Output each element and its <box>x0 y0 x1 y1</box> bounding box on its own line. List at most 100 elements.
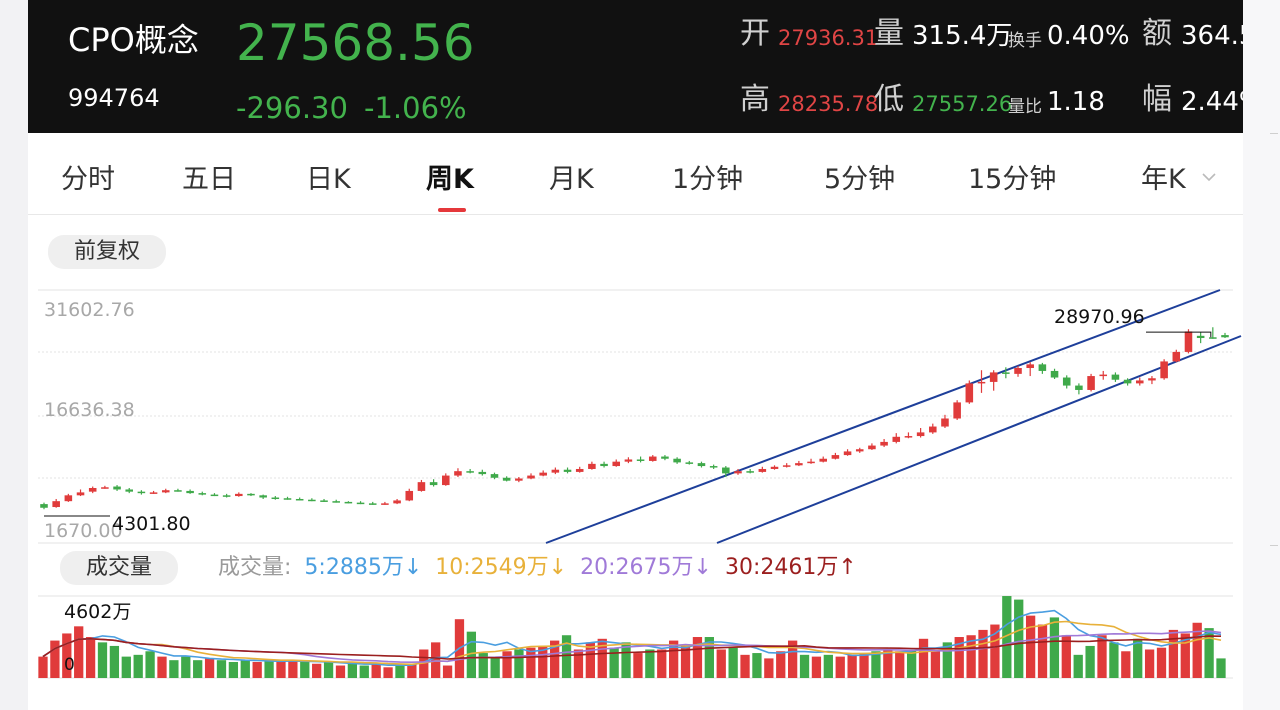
volume-bar <box>597 638 607 678</box>
volume-bar <box>204 658 215 678</box>
volume-bar <box>1204 628 1214 678</box>
tab-daily-k[interactable]: 日K <box>306 164 351 195</box>
right-gutter <box>1243 0 1280 710</box>
candle-body <box>161 490 170 493</box>
candle-body <box>1111 374 1120 380</box>
volume-bar <box>335 665 346 678</box>
volume-bar <box>811 656 822 678</box>
tab-1-minute[interactable]: 1分钟 <box>672 164 744 195</box>
candle-body <box>916 432 925 437</box>
candle-body <box>235 493 243 497</box>
candle-body <box>478 471 487 475</box>
candle-body <box>381 503 389 505</box>
min-price-label: 4301.80 <box>112 513 191 535</box>
volume-legend: 成交量: 5:2885万↓ 10:2549万↓ 20:2675万↓ 30:246… <box>218 557 863 579</box>
max-marker-line <box>1146 331 1212 338</box>
volume-bar <box>1180 633 1190 678</box>
candle-body <box>466 471 474 473</box>
turnover-value: 0.40% <box>1047 21 1130 51</box>
volume-bar <box>871 651 881 678</box>
tab-15-minute[interactable]: 15分钟 <box>968 164 1057 195</box>
candle-body <box>929 426 937 433</box>
high-label: 高 <box>740 82 770 117</box>
candle-body <box>843 451 852 456</box>
candle-body <box>697 463 706 467</box>
tab-weekly-k[interactable]: 周K <box>426 164 474 195</box>
candle-body <box>283 498 292 500</box>
volume-bar <box>942 642 952 678</box>
y-axis-label: 1670.00 <box>44 520 123 542</box>
candle-body <box>490 474 499 478</box>
candle-body <box>1062 377 1071 386</box>
candle-body <box>758 468 767 472</box>
y-axis-label: 16636.38 <box>44 399 135 421</box>
index-code: 994764 <box>68 84 160 112</box>
volume-legend-title: 成交量: <box>218 555 292 580</box>
candle-body <box>770 466 779 469</box>
volume-bar <box>193 660 203 678</box>
tab-intraday[interactable]: 分时 <box>61 164 115 195</box>
volume-bar <box>240 660 250 678</box>
candle-body <box>831 455 840 459</box>
index-name: CPO概念 <box>68 21 199 59</box>
candle-body <box>685 462 694 464</box>
volume-bar <box>359 665 369 678</box>
volume-bar <box>657 649 667 678</box>
candle-body <box>1087 376 1095 390</box>
candle-body <box>551 469 560 473</box>
volume-bar <box>383 667 393 678</box>
volume-bar <box>1073 654 1083 678</box>
candle-body <box>368 503 377 505</box>
volume-bar <box>526 647 536 678</box>
volume-bar <box>1061 635 1071 678</box>
volume-indicator-button[interactable]: 成交量 <box>60 551 178 585</box>
candle-body <box>539 472 547 476</box>
candle-body <box>965 383 974 403</box>
adjust-mode-button[interactable]: 前复权 <box>48 235 166 269</box>
candle-body <box>125 489 134 492</box>
volume-bar <box>407 663 417 678</box>
volume-bar <box>1168 629 1179 678</box>
volume-bar <box>490 656 500 678</box>
candle-body <box>429 482 438 486</box>
volume-bar <box>157 656 167 678</box>
candle-body <box>295 498 304 501</box>
volume-bar <box>573 649 584 678</box>
tab-yearly-k[interactable]: 年K <box>1141 164 1186 195</box>
candle-body <box>1196 335 1205 339</box>
tab-5-minute[interactable]: 5分钟 <box>824 164 896 195</box>
trend-channel-upper <box>545 289 1221 544</box>
volume-bar <box>478 653 488 678</box>
volume-chart: 4602万 0 <box>38 595 1233 679</box>
candle-body <box>88 488 97 492</box>
low-label: 低 <box>874 82 904 117</box>
volume-bar <box>97 642 108 678</box>
volume-max-label: 4602万 <box>64 601 131 623</box>
candlestick-chart: 31602.76 16636.38 1670.00 28970.96 4301.80 <box>38 289 1242 544</box>
volume-bar <box>371 663 381 678</box>
volume-ratio-value: 1.18 <box>1047 87 1105 117</box>
volume-ma5: 5:2885万↓ <box>304 555 423 580</box>
candle-body <box>746 471 754 473</box>
volume-bar <box>621 642 631 678</box>
high-value: 28235.78 <box>778 92 879 116</box>
volume-bar <box>323 661 334 678</box>
volume-label: 量 <box>874 16 904 51</box>
candle-body <box>113 486 121 490</box>
tab-monthly-k[interactable]: 月K <box>549 164 594 195</box>
volume-bar <box>300 661 310 678</box>
candle-body <box>149 492 158 494</box>
candle-body <box>1050 370 1059 378</box>
volume-bar <box>264 660 274 678</box>
tab-five-day[interactable]: 五日 <box>182 164 236 195</box>
gutter-tick <box>1270 545 1278 546</box>
volume-bar <box>906 649 917 678</box>
candle-body <box>308 499 316 502</box>
volume-bar <box>764 658 774 678</box>
candle-body <box>953 402 961 419</box>
candle-body <box>210 494 219 497</box>
candle-body <box>174 490 182 492</box>
gutter-tick <box>1270 133 1278 134</box>
volume-ratio-label: 量比 <box>1008 97 1042 117</box>
candle-body <box>941 418 949 427</box>
